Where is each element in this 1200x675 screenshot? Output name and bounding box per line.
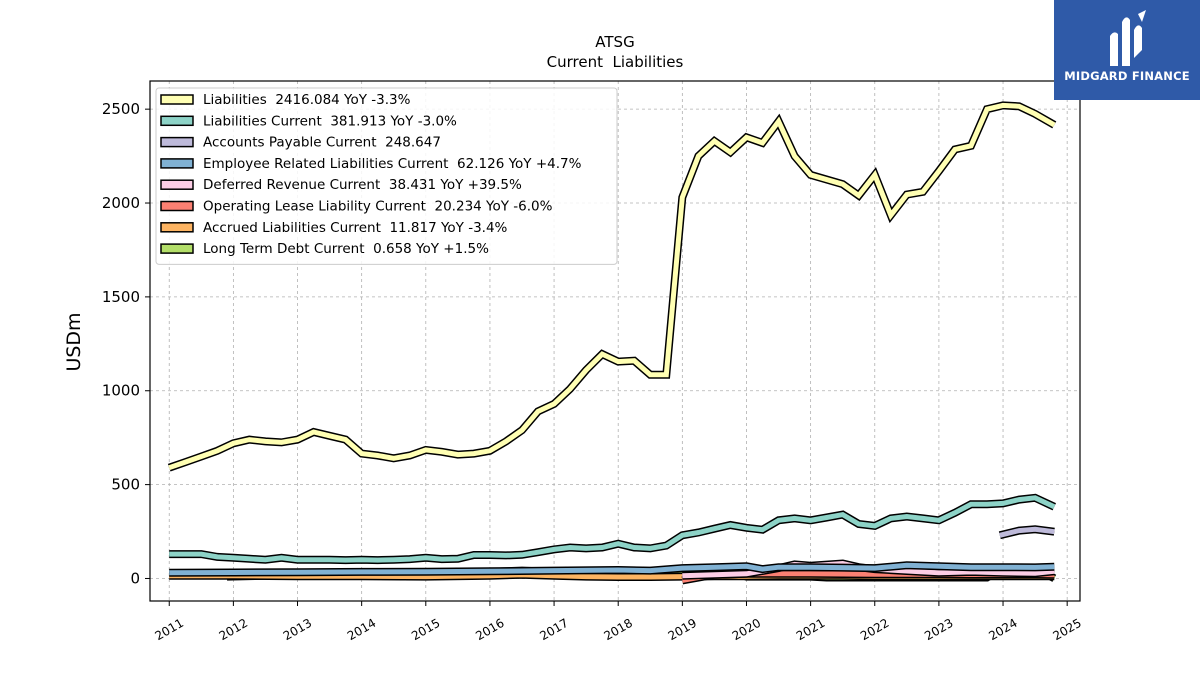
series-line <box>998 525 1055 540</box>
y-tick-label: 1500 <box>102 288 140 306</box>
x-tick-label: 2018 <box>601 616 634 643</box>
x-tick-label: 2011 <box>153 616 186 643</box>
y-tick-label: 1000 <box>102 382 140 400</box>
legend-swatch <box>160 179 194 190</box>
legend-entry: Operating Lease Liability Current 20.234… <box>203 199 553 215</box>
legend-entry: Accrued Liabilities Current 11.817 YoY -… <box>203 220 508 236</box>
series-stroke <box>169 495 1056 563</box>
series-stroke <box>999 526 1055 538</box>
legend-entry: Long Term Debt Current 0.658 YoY +1.5% <box>203 241 489 257</box>
series-line <box>169 493 1056 565</box>
legend-entry: Liabilities Current 381.913 YoY -3.0% <box>203 113 457 129</box>
legend-swatch <box>160 158 194 169</box>
x-tick-label: 2020 <box>730 616 763 643</box>
legend-swatch <box>160 222 194 233</box>
legend-swatch <box>160 94 194 105</box>
y-tick-label: 2500 <box>102 100 140 118</box>
series-layer <box>167 101 1057 585</box>
brand-name: MIDGARD FINANCE <box>1064 69 1190 83</box>
x-tick-label: 2015 <box>409 616 442 643</box>
x-tick-label: 2019 <box>666 616 699 643</box>
x-tick-label: 2012 <box>217 616 250 643</box>
series-line <box>167 101 1057 472</box>
y-tick-label: 2000 <box>102 194 140 212</box>
x-tick-label: 2013 <box>281 616 314 643</box>
plot-frame <box>149 80 1081 602</box>
series-outline <box>169 493 1056 565</box>
series-stroke <box>169 562 1055 576</box>
series-stroke <box>168 102 1056 471</box>
legend-swatch <box>160 136 194 148</box>
x-tick-label: 2016 <box>473 616 506 643</box>
legend-entry: Employee Related Liabilities Current 62.… <box>203 156 582 172</box>
legend-box <box>155 87 618 265</box>
legend: Liabilities 2416.084 YoY -3.3% Liabilitie… <box>155 87 618 265</box>
legend-entry: Liabilities 2416.084 YoY -3.3% <box>203 92 411 108</box>
x-tick-label: 2025 <box>1050 616 1083 643</box>
legend-swatch <box>160 243 194 254</box>
brand-mark-icon <box>1110 10 1146 66</box>
chart-title: ATSG <box>595 33 634 51</box>
legend-entry: Accounts Payable Current 248.647 <box>203 135 441 151</box>
y-axis-label: USDm <box>63 312 85 371</box>
legend-swatch <box>160 115 194 127</box>
x-tick-label: 2014 <box>345 616 378 643</box>
legend-entry: Deferred Revenue Current 38.431 YoY +39.… <box>203 177 522 193</box>
legend-swatch <box>160 200 194 212</box>
brand-logo: MIDGARD FINANCE <box>1054 0 1200 100</box>
y-tick-label: 500 <box>111 476 140 494</box>
x-tick-label: 2022 <box>858 616 891 643</box>
x-tick-label: 2021 <box>794 616 827 643</box>
x-tick-label: 2023 <box>922 616 955 643</box>
x-tick-label: 2017 <box>537 616 570 643</box>
x-tick-label: 2024 <box>986 616 1019 643</box>
series-line <box>169 561 1055 577</box>
chart-subtitle: Current Liabilities <box>547 53 684 71</box>
y-tick-label: 0 <box>130 569 140 587</box>
